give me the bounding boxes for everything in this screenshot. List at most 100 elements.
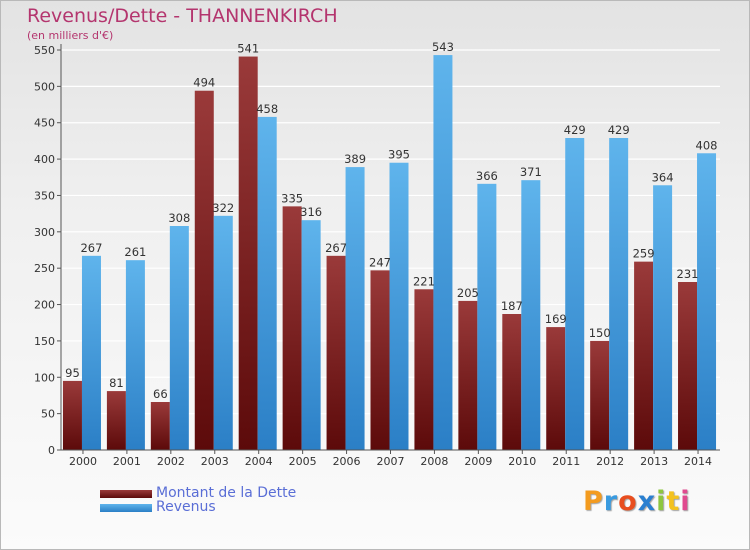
x-tick-label: 2012 xyxy=(596,455,624,468)
bar-revenue xyxy=(565,138,585,450)
y-tick-label: 50 xyxy=(41,408,55,421)
data-label-debt: 95 xyxy=(65,366,80,380)
logo-letter: P xyxy=(583,486,604,517)
data-label-revenue: 322 xyxy=(212,201,234,215)
data-label-debt: 221 xyxy=(413,274,435,288)
logo-letter: i xyxy=(656,486,667,517)
x-tick-label: 2002 xyxy=(157,455,185,468)
data-label-revenue: 429 xyxy=(564,123,586,137)
y-tick-label: 500 xyxy=(34,80,55,93)
data-label-revenue: 267 xyxy=(80,241,102,255)
logo-letter: r xyxy=(603,486,619,517)
bar-revenue xyxy=(213,215,233,450)
bar-debt xyxy=(106,391,126,450)
data-label-revenue: 458 xyxy=(256,102,278,116)
x-tick-label: 2011 xyxy=(552,455,580,468)
data-label-revenue: 395 xyxy=(388,148,410,162)
data-label-revenue: 408 xyxy=(696,138,718,152)
labels-layer: 0 50 100 150 200 250 300 350 400 450 500 550 95 267 20… xyxy=(34,40,718,468)
bar-revenue xyxy=(169,226,189,450)
x-tick-label: 2004 xyxy=(245,455,273,468)
bar-revenue xyxy=(433,55,453,450)
legend-swatch-revenue xyxy=(100,504,152,512)
data-label-revenue: 261 xyxy=(124,245,146,259)
y-tick-label: 550 xyxy=(34,44,55,57)
bar-revenue xyxy=(389,162,409,450)
chart-subtitle: (en milliers d'€) xyxy=(27,29,114,42)
bar-debt xyxy=(150,402,170,450)
y-tick-label: 150 xyxy=(34,335,55,348)
y-tick-label: 100 xyxy=(34,371,55,384)
data-label-debt: 81 xyxy=(109,376,124,390)
logo-letter: t xyxy=(666,486,681,517)
y-tick-label: 350 xyxy=(34,189,55,202)
bar-debt xyxy=(502,314,522,450)
data-label-revenue: 308 xyxy=(168,211,190,225)
bar-debt xyxy=(414,289,434,450)
x-tick-label: 2007 xyxy=(377,455,405,468)
bar-revenue xyxy=(653,185,673,451)
y-tick-label: 200 xyxy=(34,299,55,312)
x-tick-label: 2010 xyxy=(508,455,536,468)
data-label-debt: 259 xyxy=(633,247,655,261)
x-tick-label: 2013 xyxy=(640,455,668,468)
y-tick-label: 300 xyxy=(34,226,55,239)
x-tick-label: 2005 xyxy=(289,455,317,468)
x-tick-label: 2009 xyxy=(464,455,492,468)
bar-revenue xyxy=(609,138,629,450)
data-label-revenue: 371 xyxy=(520,165,542,179)
data-label-debt: 541 xyxy=(237,42,259,56)
bar-revenue xyxy=(697,153,717,451)
x-tick-label: 2000 xyxy=(69,455,97,468)
bar-debt xyxy=(678,282,698,450)
bar-debt xyxy=(238,56,258,450)
data-label-revenue: 366 xyxy=(476,169,498,183)
bar-debt xyxy=(634,261,654,450)
logo-letter: i xyxy=(680,486,691,517)
bars-layer xyxy=(62,55,717,451)
logo-letter: o xyxy=(618,486,638,517)
bar-revenue xyxy=(521,180,541,450)
data-label-revenue: 543 xyxy=(432,40,454,54)
bar-debt xyxy=(370,270,390,450)
data-label-debt: 150 xyxy=(589,326,611,340)
data-label-debt: 187 xyxy=(501,299,523,313)
data-label-debt: 205 xyxy=(457,286,479,300)
y-tick-label: 450 xyxy=(34,117,55,130)
data-label-debt: 169 xyxy=(545,312,567,326)
bar-debt xyxy=(590,340,610,450)
bar-revenue xyxy=(81,255,101,450)
x-tick-label: 2003 xyxy=(201,455,229,468)
chart-title: Revenus/Dette - THANNENKIRCH xyxy=(27,5,338,27)
bar-debt xyxy=(62,380,82,450)
bar-revenue xyxy=(257,116,277,450)
y-tick-label: 250 xyxy=(34,262,55,275)
data-label-debt: 335 xyxy=(281,191,303,205)
data-label-debt: 231 xyxy=(677,267,699,281)
data-label-debt: 267 xyxy=(325,241,347,255)
bar-revenue xyxy=(477,183,497,450)
y-tick-label: 400 xyxy=(34,153,55,166)
data-label-revenue: 389 xyxy=(344,152,366,166)
axis-layer xyxy=(57,44,720,454)
data-label-debt: 247 xyxy=(369,255,391,269)
proxiti-logo: Proxiti xyxy=(583,486,691,517)
logo-letter: x xyxy=(637,486,657,517)
bar-debt xyxy=(282,206,302,450)
bar-revenue xyxy=(301,220,321,450)
bar-debt xyxy=(194,90,214,451)
data-label-revenue: 316 xyxy=(300,205,322,219)
y-tick-label: 0 xyxy=(48,444,55,457)
data-label-revenue: 429 xyxy=(608,123,630,137)
bar-revenue xyxy=(345,167,365,450)
bar-debt xyxy=(326,255,346,450)
legend-label-debt: Montant de la Dette xyxy=(156,485,297,501)
x-tick-label: 2008 xyxy=(420,455,448,468)
x-tick-label: 2014 xyxy=(684,455,712,468)
bar-debt xyxy=(458,300,478,450)
data-label-revenue: 364 xyxy=(652,170,674,184)
bar-debt xyxy=(546,327,566,450)
x-tick-label: 2001 xyxy=(113,455,141,468)
data-label-debt: 494 xyxy=(193,76,215,90)
